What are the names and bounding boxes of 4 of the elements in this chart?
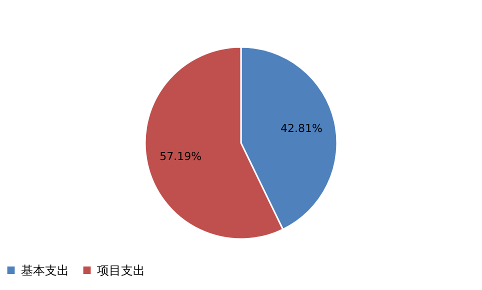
data-label: 57.19% <box>160 150 202 163</box>
data-label: 42.81% <box>280 122 322 136</box>
legend-label: 基本支出 <box>21 263 69 278</box>
legend-label: 项目支出 <box>97 263 145 278</box>
